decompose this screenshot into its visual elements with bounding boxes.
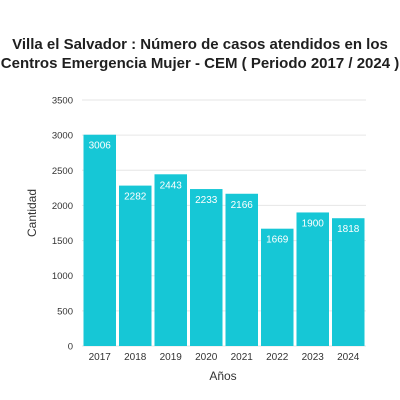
y-tick-label: 500 <box>57 306 73 317</box>
x-tick-label-2023: 2023 <box>302 352 325 363</box>
x-tick-label-2017: 2017 <box>89 352 112 363</box>
y-tick-labels: 0 500 1000 1500 2000 2500 3000 3500 <box>52 96 73 353</box>
bar-2022 <box>261 228 294 346</box>
chart-title-line-1: Villa el Salvador : Número de casos aten… <box>12 36 388 53</box>
bar-2019 <box>154 174 187 346</box>
data-label-2017: 3006 <box>89 141 112 152</box>
bars: 3006 2282 2443 2233 2166 1669 1900 1818 <box>83 134 365 346</box>
data-label-2018: 2282 <box>124 192 147 203</box>
y-tick-label: 0 <box>68 342 73 353</box>
bar-2024 <box>332 218 365 346</box>
data-label-2019: 2443 <box>160 180 183 191</box>
bar-2017 <box>83 134 116 346</box>
y-tick-label: 1000 <box>52 271 73 282</box>
bar-2018 <box>119 185 152 346</box>
y-tick-label: 1500 <box>52 236 73 247</box>
data-label-2024: 1818 <box>337 224 360 235</box>
x-tick-label-2020: 2020 <box>195 352 218 363</box>
data-label-2023: 1900 <box>302 218 325 229</box>
y-tick-label: 3500 <box>52 96 73 107</box>
bar-2021 <box>225 193 258 346</box>
x-tick-label-2019: 2019 <box>160 352 183 363</box>
x-tick-label-2021: 2021 <box>231 352 254 363</box>
data-label-2020: 2233 <box>195 195 218 206</box>
x-axis-label: Años <box>209 369 236 383</box>
data-label-2021: 2166 <box>231 200 254 211</box>
y-axis-label: Cantidad <box>25 189 39 237</box>
y-tick-label: 2500 <box>52 166 73 177</box>
y-tick-label: 2000 <box>52 201 73 212</box>
y-tick-label: 3000 <box>52 131 73 142</box>
bar-2023 <box>296 212 329 346</box>
x-tick-labels: 2017 2018 2019 2020 2021 2022 2023 2024 <box>89 352 360 363</box>
x-tick-label-2024: 2024 <box>337 352 360 363</box>
data-label-2022: 1669 <box>266 235 289 246</box>
x-tick-label-2022: 2022 <box>266 352 289 363</box>
x-tick-label-2018: 2018 <box>124 352 147 363</box>
bar-2020 <box>190 189 223 346</box>
chart-title-line-2: Centros Emergencia Mujer - CEM ( Periodo… <box>0 55 400 72</box>
